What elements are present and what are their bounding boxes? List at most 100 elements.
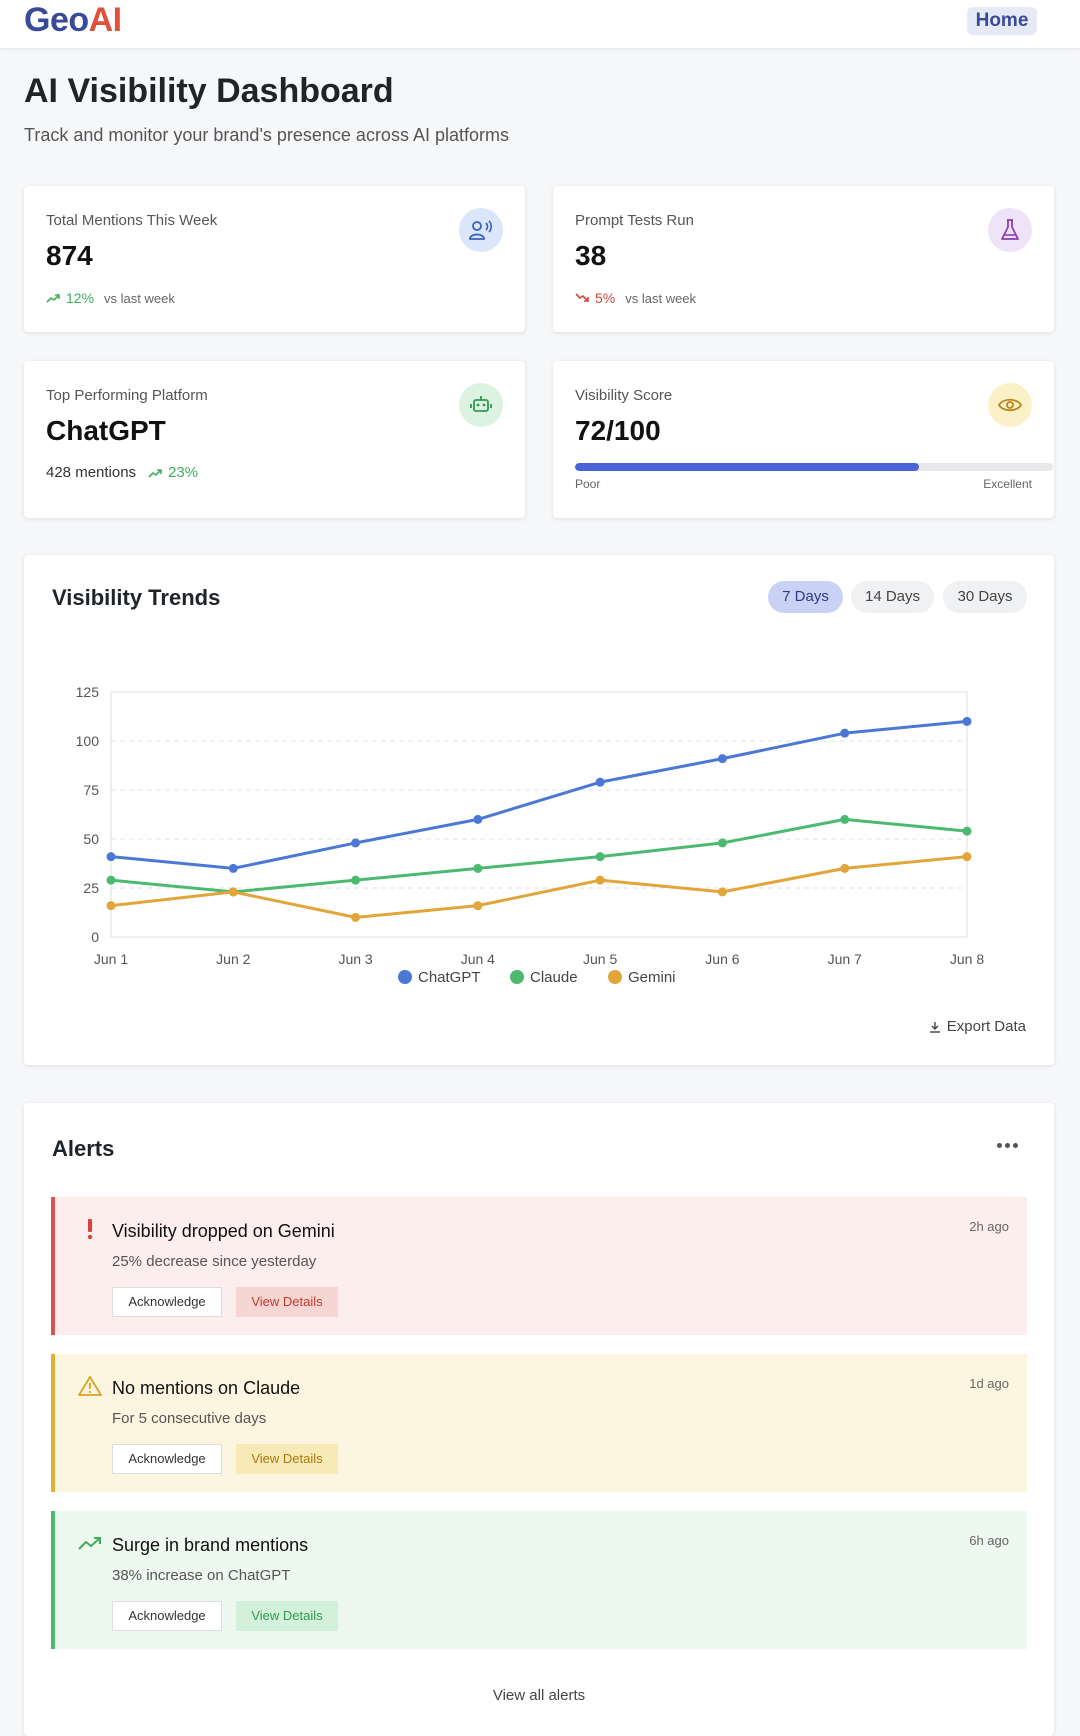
robot-icon — [459, 383, 503, 427]
series-line-claude — [110, 817, 968, 894]
x-tick-label: Jun 4 — [461, 951, 495, 967]
stat-change-note: vs last week — [625, 290, 697, 306]
page-subtitle: Track and monitor your brand's presence … — [24, 125, 509, 145]
legend-marker-gemini — [608, 970, 622, 984]
legend-label: Claude — [530, 969, 578, 986]
range-button-30-days[interactable]: 30 Days — [943, 581, 1027, 613]
stat-card-mentions: Total Mentions This Week 874 12% vs last… — [24, 186, 525, 332]
acknowledge-button[interactable]: Acknowledge — [112, 1601, 222, 1631]
stat-value: ChatGPT — [46, 415, 166, 446]
score-max-label: Excellent — [983, 477, 1032, 491]
stat-change: 23% — [168, 464, 199, 481]
data-point-claude — [717, 838, 727, 848]
data-point-chatgpt — [717, 754, 727, 764]
trending-up-icon — [77, 1531, 103, 1555]
legend-marker-chatgpt — [398, 970, 412, 984]
exclamation-icon — [77, 1217, 103, 1241]
data-point-gemini — [962, 852, 972, 862]
view-details-button[interactable]: View Details — [236, 1601, 338, 1631]
plot-area-border — [110, 691, 968, 938]
alert-item: Visibility dropped on Gemini 25% decreas… — [51, 1197, 1027, 1335]
data-point-claude — [840, 814, 850, 824]
eye-icon — [988, 383, 1032, 427]
data-point-gemini — [840, 863, 850, 873]
data-point-chatgpt — [840, 728, 850, 738]
warning-triangle-icon — [77, 1374, 103, 1398]
stat-value: 72/100 — [575, 415, 661, 446]
alert-time: 2h ago — [969, 1219, 1009, 1234]
alert-description: 38% increase on ChatGPT — [112, 1567, 291, 1584]
x-tick-label: Jun 7 — [828, 951, 862, 967]
more-options-icon[interactable] — [997, 1143, 1018, 1148]
data-point-chatgpt — [962, 716, 972, 726]
x-tick-label: Jun 1 — [94, 951, 128, 967]
data-point-chatgpt — [473, 814, 483, 824]
data-point-gemini — [717, 887, 727, 897]
data-point-chatgpt — [228, 863, 238, 873]
data-point-gemini — [106, 901, 116, 911]
section-title: Alerts — [52, 1136, 115, 1161]
data-point-chatgpt — [351, 838, 361, 848]
trend-up-icon — [148, 468, 162, 478]
view-details-button[interactable]: View Details — [236, 1287, 338, 1317]
alert-item: Surge in brand mentions 38% increase on … — [51, 1511, 1027, 1649]
data-point-claude — [106, 875, 116, 885]
stat-change: 5% — [595, 290, 616, 306]
data-point-gemini — [351, 912, 361, 922]
download-icon — [929, 1021, 940, 1033]
data-point-claude — [962, 826, 972, 836]
alert-title: Visibility dropped on Gemini — [112, 1221, 335, 1241]
visibility-line-chart: 0 25 50 75 100 125 Jun 1 Jun 2 Jun 3 Jun 4 Jun 5 Ju… — [76, 684, 985, 986]
stat-card-platform: Top Performing Platform ChatGPT 428 ment… — [24, 361, 525, 518]
stat-label: Visibility Score — [575, 387, 673, 404]
trend-up-icon — [46, 294, 60, 303]
series-line-chatgpt — [110, 719, 968, 870]
stat-label: Total Mentions This Week — [46, 212, 218, 229]
trend-down-icon — [575, 293, 589, 302]
section-title: Visibility Trends — [52, 585, 221, 610]
x-tick-label: Jun 3 — [338, 951, 372, 967]
broadcast-user-icon — [459, 208, 503, 252]
stat-value: 874 — [46, 240, 93, 271]
stat-card-prompts: Prompt Tests Run 38 5% vs last week — [553, 186, 1054, 332]
y-tick-label: 50 — [83, 831, 99, 847]
acknowledge-button[interactable]: Acknowledge — [112, 1287, 222, 1317]
alert-description: For 5 consecutive days — [112, 1410, 267, 1427]
x-tick-label: Jun 6 — [705, 951, 739, 967]
home-button[interactable]: Home — [967, 7, 1037, 35]
legend-label: Gemini — [628, 969, 676, 986]
acknowledge-button[interactable]: Acknowledge — [112, 1444, 222, 1474]
data-point-chatgpt — [106, 852, 116, 862]
data-point-claude — [351, 875, 361, 885]
platform-mentions: 428 mentions — [46, 464, 137, 481]
y-tick-label: 75 — [83, 782, 99, 798]
range-button-14-days[interactable]: 14 Days — [851, 581, 934, 613]
data-point-gemini — [473, 901, 483, 911]
export-label: Export Data — [946, 1018, 1026, 1035]
score-progress-bar — [575, 463, 1053, 471]
y-tick-label: 25 — [83, 880, 99, 896]
logo-ai: AI — [88, 1, 123, 39]
alert-item: No mentions on Claude For 5 consecutive … — [51, 1354, 1027, 1492]
x-tick-label: Jun 2 — [216, 951, 250, 967]
series-line-gemini — [110, 855, 968, 919]
logo[interactable]: GeoAI — [24, 0, 122, 40]
view-details-button[interactable]: View Details — [236, 1444, 338, 1474]
export-data-button[interactable]: Export Data — [929, 1018, 1026, 1035]
view-all-alerts-link[interactable]: View all alerts — [492, 1687, 586, 1704]
score-progress-fill — [575, 463, 920, 471]
stat-label: Prompt Tests Run — [575, 212, 694, 229]
alert-time: 1d ago — [969, 1376, 1009, 1391]
stat-label: Top Performing Platform — [46, 387, 208, 404]
logo-geo: Geo — [24, 1, 89, 39]
stat-change-note: vs last week — [104, 290, 175, 306]
alert-title: Surge in brand mentions — [112, 1535, 309, 1555]
legend-label: ChatGPT — [418, 969, 481, 986]
range-button-7-days[interactable]: 7 Days — [768, 581, 843, 613]
alert-title: No mentions on Claude — [112, 1378, 301, 1398]
data-point-claude — [595, 852, 605, 862]
x-tick-label: Jun 8 — [950, 951, 984, 967]
visibility-trends-card: Visibility Trends 7 Days 14 Days 30 Days… — [24, 555, 1054, 1065]
alerts-card: Alerts Visibility dropped on Gemini 25% … — [24, 1103, 1054, 1736]
data-point-claude — [473, 863, 483, 873]
